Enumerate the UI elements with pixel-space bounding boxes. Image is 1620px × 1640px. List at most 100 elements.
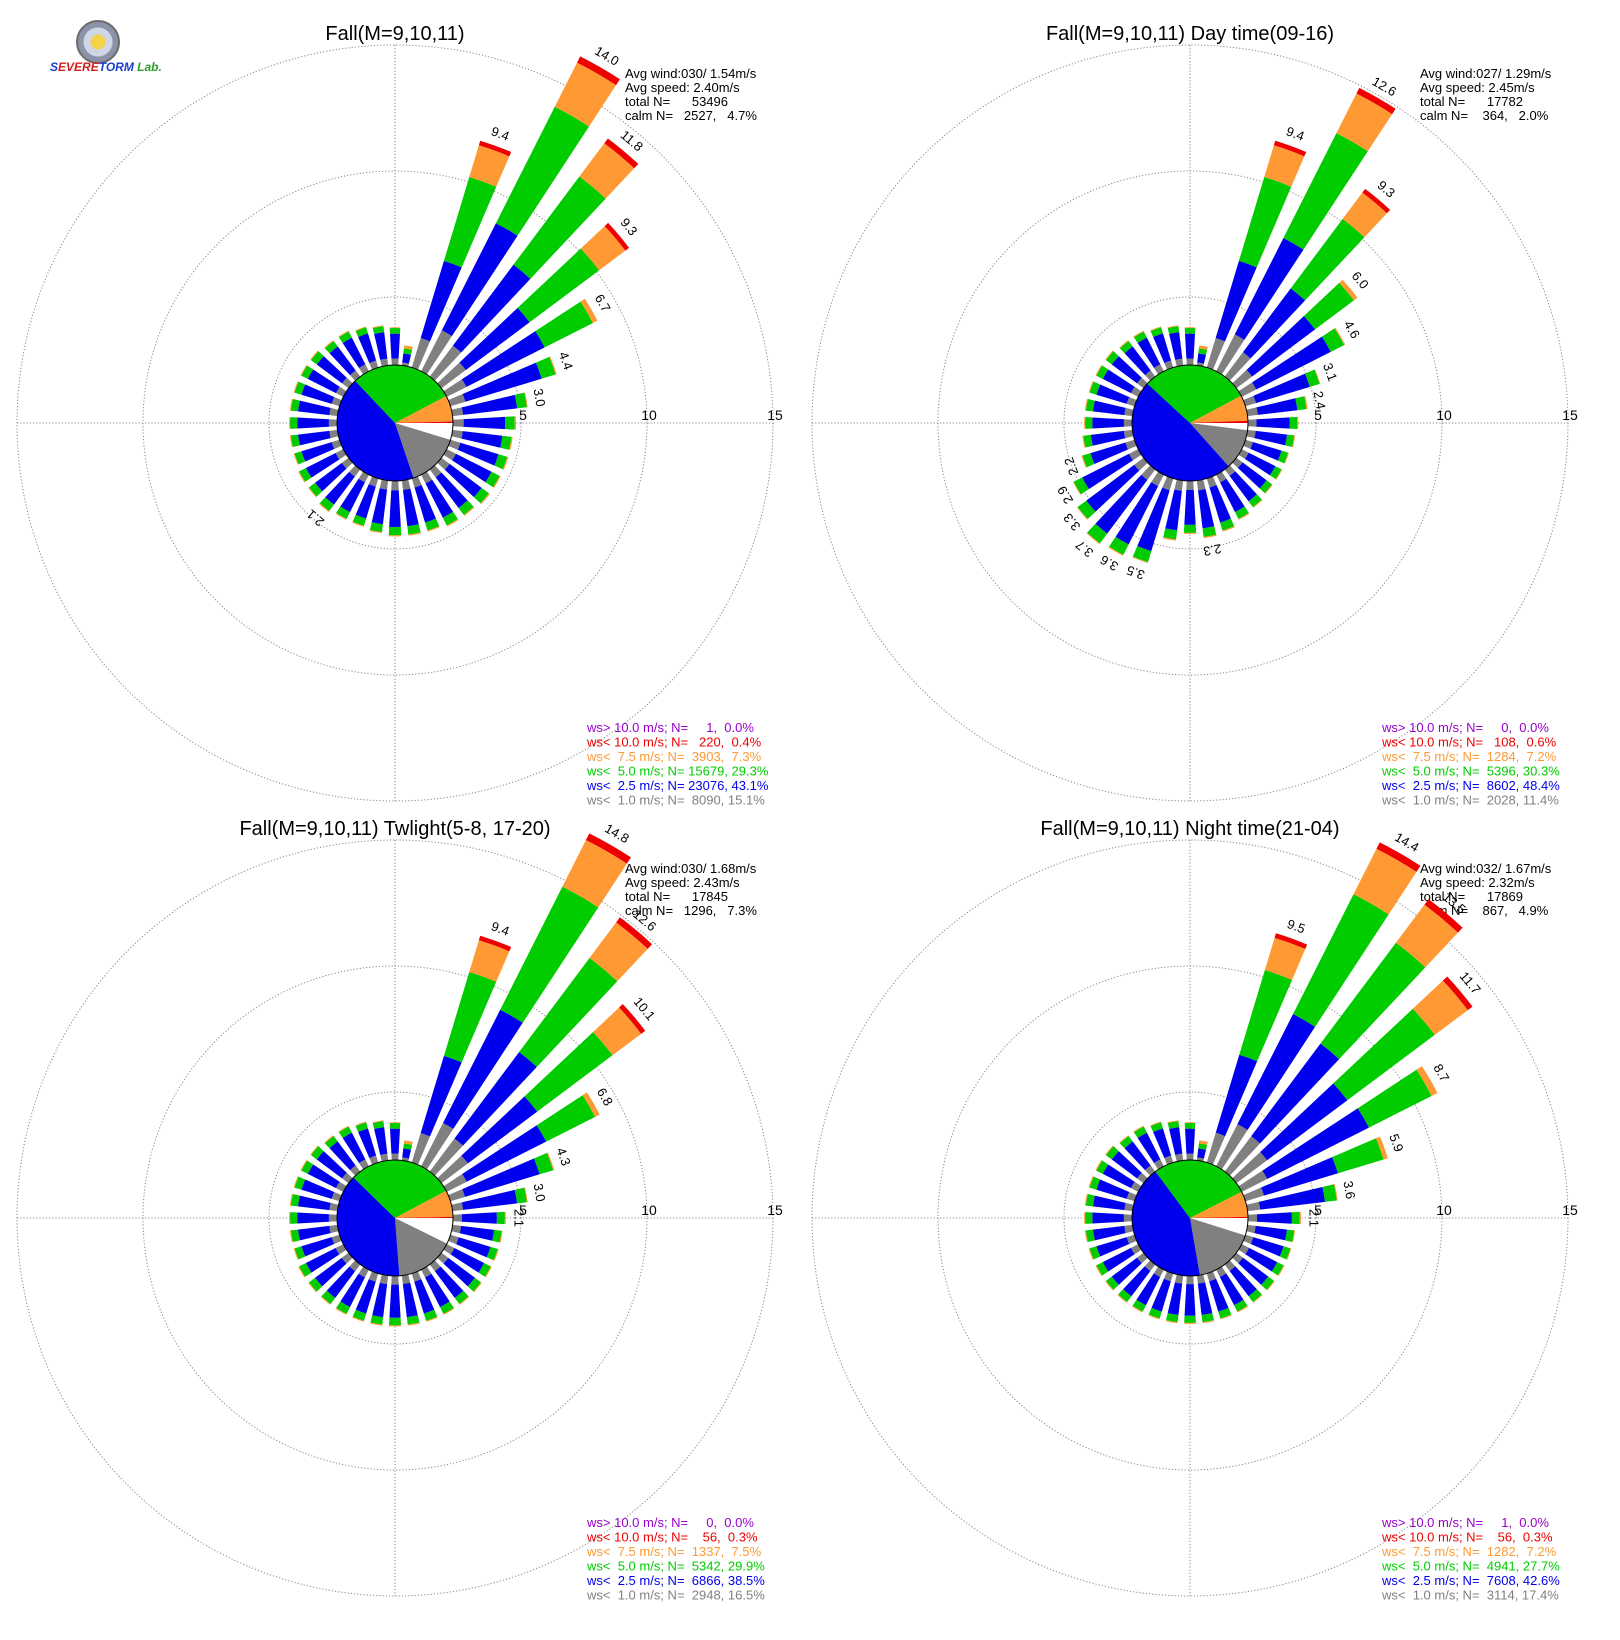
petal-segment <box>444 463 482 498</box>
petal-segment <box>369 360 379 370</box>
petal-segment <box>1356 87 1396 115</box>
petal-segment <box>1165 1320 1178 1324</box>
petal-segment <box>390 1128 400 1154</box>
petal-label: 9.3 <box>1375 177 1398 200</box>
ring-label: 5 <box>1314 407 1322 423</box>
ring-label: 10 <box>1436 407 1452 423</box>
petal-segment <box>580 298 598 324</box>
petal-segment <box>402 1148 412 1159</box>
petal-segment <box>425 518 440 531</box>
petal-segment <box>1133 331 1147 343</box>
petal-segment <box>1234 238 1304 340</box>
petal-segment <box>1271 1262 1284 1276</box>
petal-segment <box>1258 1186 1326 1210</box>
petal-segment <box>1293 894 1389 1027</box>
petal-segment <box>1117 1294 1128 1303</box>
petal-segment <box>1132 546 1152 563</box>
petal-segment <box>355 484 376 519</box>
petal-label: 2.1 <box>1306 1209 1321 1227</box>
ring-label: 15 <box>1562 1202 1578 1218</box>
petal-segment <box>1291 1211 1300 1225</box>
pie-slice <box>395 421 453 423</box>
petal-segment <box>335 512 347 520</box>
petal-segment <box>1216 471 1227 483</box>
pie-slice <box>395 1190 453 1218</box>
petal-segment <box>1264 145 1305 187</box>
petal-segment <box>301 365 314 379</box>
petal-segment <box>341 1252 353 1264</box>
petal-segment <box>299 468 312 482</box>
petal-label: 3.0 <box>530 387 548 407</box>
petal-segment <box>338 1126 352 1138</box>
petal-segment <box>368 476 379 487</box>
petal-segment <box>358 1266 369 1278</box>
petal-segment <box>448 439 461 450</box>
petal-segment <box>1085 399 1095 412</box>
petal-segment <box>1150 326 1162 332</box>
petal-segment <box>1150 1122 1163 1133</box>
petal-segment <box>1124 346 1151 376</box>
petal-segment <box>1424 899 1463 933</box>
petal-segment <box>427 526 440 532</box>
petal-segment <box>1238 1170 1268 1192</box>
ring-label: 10 <box>1436 1202 1452 1218</box>
petal-segment <box>380 358 389 367</box>
petal-segment <box>443 1307 455 1315</box>
petal-segment <box>577 56 620 86</box>
legend-entry: ws< 5.0 m/s; N= 5342, 29.9% <box>586 1559 765 1574</box>
petal-segment <box>1084 1212 1086 1224</box>
petal-segment <box>358 333 377 363</box>
petal-segment <box>1096 365 1109 379</box>
petal-segment <box>402 353 412 364</box>
petal-segment <box>1123 429 1134 439</box>
petal-segment <box>478 1263 491 1277</box>
petal-segment <box>1247 1214 1257 1222</box>
petal-label: 2.1 <box>511 1209 526 1227</box>
pie-slice <box>395 423 453 440</box>
petal-segment <box>1242 288 1306 359</box>
petal-segment <box>297 1225 331 1241</box>
petal-segment <box>1092 417 1124 429</box>
petal-label: 6.8 <box>594 1085 616 1108</box>
petal-segment <box>421 330 452 375</box>
petal-segment <box>293 381 299 393</box>
petal-segment <box>331 1234 342 1245</box>
petal-segment <box>1119 340 1133 354</box>
pie-slice <box>337 380 414 481</box>
petal-segment <box>309 1277 323 1292</box>
pie-slice <box>353 1160 447 1218</box>
petal-segment <box>1133 1125 1144 1133</box>
petal-segment <box>1198 489 1215 529</box>
petal-segment <box>372 1120 384 1124</box>
petal-segment <box>340 478 365 513</box>
petal-label: 14.0 <box>592 43 621 69</box>
petal-segment <box>1162 476 1174 491</box>
petal-segment <box>1375 1136 1388 1160</box>
petal-segment <box>1087 523 1108 544</box>
petal-segment <box>369 522 383 533</box>
petal-segment <box>1151 471 1164 487</box>
petal-segment <box>505 416 515 430</box>
petal-segment <box>1167 326 1180 334</box>
petal-segment <box>349 1260 361 1272</box>
petal-segment <box>1092 1225 1126 1241</box>
petal-segment <box>1206 476 1217 488</box>
petal-segment <box>457 442 499 466</box>
petal-label: 12.6 <box>1370 74 1399 100</box>
petal-segment <box>1164 1155 1174 1165</box>
petal-segment <box>326 1266 356 1298</box>
petal-segment <box>1111 356 1142 384</box>
petal-segment <box>358 1128 377 1158</box>
petal-segment <box>293 1248 299 1260</box>
petal-segment <box>411 337 430 370</box>
petal-segment <box>502 456 509 470</box>
petal-segment <box>1295 396 1307 411</box>
petal-segment <box>524 1031 613 1112</box>
petal-segment <box>1096 384 1130 404</box>
petal-segment <box>1153 1128 1172 1158</box>
stat-line: Avg speed: 2.43m/s <box>625 875 740 890</box>
petal-segment <box>411 476 422 488</box>
petal-segment <box>389 1122 401 1124</box>
petal-segment <box>336 1301 350 1314</box>
petal-segment <box>369 529 382 534</box>
